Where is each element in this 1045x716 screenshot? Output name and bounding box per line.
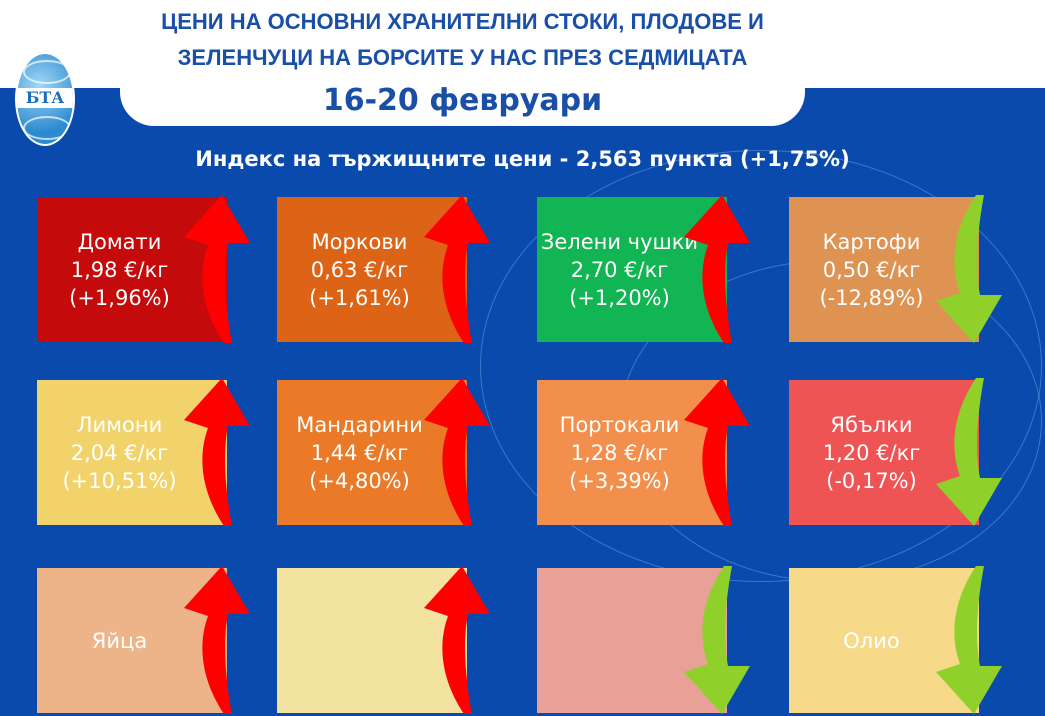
card-name: Ябълки: [830, 412, 913, 437]
card-text: Мандарини 1,44 €/кг (+4,80%): [277, 380, 442, 525]
price-card: Яйца: [37, 566, 250, 714]
arrow-up-icon: [684, 378, 750, 526]
card-change: (-12,89%): [819, 285, 924, 310]
card-name: Мандарини: [296, 412, 423, 437]
card-price: 1,28 €/кг: [570, 440, 669, 465]
price-card: [537, 566, 750, 714]
arrow-up-icon: [184, 378, 250, 526]
card-price: 2,04 €/кг: [70, 440, 169, 465]
arrow-up-icon: [424, 378, 490, 526]
card-name: Картофи: [822, 229, 921, 254]
logo-arc: [23, 60, 71, 84]
card-change: (+1,96%): [69, 285, 170, 310]
card-text: [537, 568, 702, 713]
card-name: Моркови: [311, 229, 408, 254]
card-text: Моркови 0,63 €/кг (+1,61%): [277, 197, 442, 342]
card-text: Портокали 1,28 €/кг (+3,39%): [537, 380, 702, 525]
title-line-2: ЗЕЛЕНЧУЦИ НА БОРСИТЕ У НАС ПРЕЗ СЕДМИЦАТ…: [177, 45, 748, 70]
logo-arc: [23, 116, 71, 140]
date-tab: [120, 60, 805, 126]
card-change: (+1,61%): [309, 285, 410, 310]
arrow-up-icon: [184, 195, 250, 343]
card-change: (+4,80%): [309, 468, 410, 493]
card-change: (-0,17%): [826, 468, 917, 493]
card-change: (+1,20%): [569, 285, 670, 310]
card-text: [277, 568, 442, 713]
card-price: 2,70 €/кг: [570, 257, 669, 282]
price-card: Лимони 2,04 €/кг (+10,51%): [37, 378, 250, 526]
arrow-up-icon: [424, 195, 490, 343]
price-card: Портокали 1,28 €/кг (+3,39%): [537, 378, 750, 526]
arrow-up-icon: [684, 195, 750, 343]
card-name: Портокали: [559, 412, 680, 437]
card-text: Лимони 2,04 €/кг (+10,51%): [37, 380, 202, 525]
price-card: Картофи 0,50 €/кг (-12,89%): [789, 195, 1002, 343]
card-price: 1,98 €/кг: [70, 257, 169, 282]
card-price: 0,50 €/кг: [822, 257, 921, 282]
price-card: Олио: [789, 566, 1002, 714]
date-range: 16-20 февруари: [322, 83, 603, 118]
price-card: Домати 1,98 €/кг (+1,96%): [37, 195, 250, 343]
card-price: 0,63 €/кг: [310, 257, 409, 282]
background-arc: [480, 150, 1042, 582]
price-card: Ябълки 1,20 €/кг (-0,17%): [789, 378, 1002, 526]
card-text: Ябълки 1,20 €/кг (-0,17%): [789, 380, 954, 525]
market-index: Индекс на тържищните цени - 2,563 пункта…: [195, 147, 850, 171]
card-text: Картофи 0,50 €/кг (-12,89%): [789, 197, 954, 342]
card-name: Зелени чушки: [540, 229, 699, 254]
card-price: 1,44 €/кг: [310, 440, 409, 465]
price-card: Мандарини 1,44 €/кг (+4,80%): [277, 378, 490, 526]
price-card: Зелени чушки 2,70 €/кг (+1,20%): [537, 195, 750, 343]
logo-text: БТА: [17, 88, 73, 108]
card-price: 1,20 €/кг: [822, 440, 921, 465]
card-text: Домати 1,98 €/кг (+1,96%): [37, 197, 202, 342]
title-line-1: ЦЕНИ НА ОСНОВНИ ХРАНИТЕЛНИ СТОКИ, ПЛОДОВ…: [161, 9, 764, 34]
card-name: Лимони: [76, 412, 163, 437]
card-text: Яйца: [37, 568, 202, 713]
bta-logo: БТА: [15, 52, 75, 146]
arrow-down-icon: [936, 195, 1002, 343]
card-name: Яйца: [91, 628, 148, 653]
card-change: (+3,39%): [569, 468, 670, 493]
card-change: (+10,51%): [62, 468, 177, 493]
price-card: Моркови 0,63 €/кг (+1,61%): [277, 195, 490, 343]
card-name: Домати: [77, 229, 162, 254]
price-card: [277, 566, 490, 714]
card-text: Зелени чушки 2,70 €/кг (+1,20%): [537, 197, 702, 342]
arrow-down-icon: [936, 378, 1002, 526]
card-name: Олио: [843, 628, 900, 653]
card-text: Олио: [789, 568, 954, 713]
